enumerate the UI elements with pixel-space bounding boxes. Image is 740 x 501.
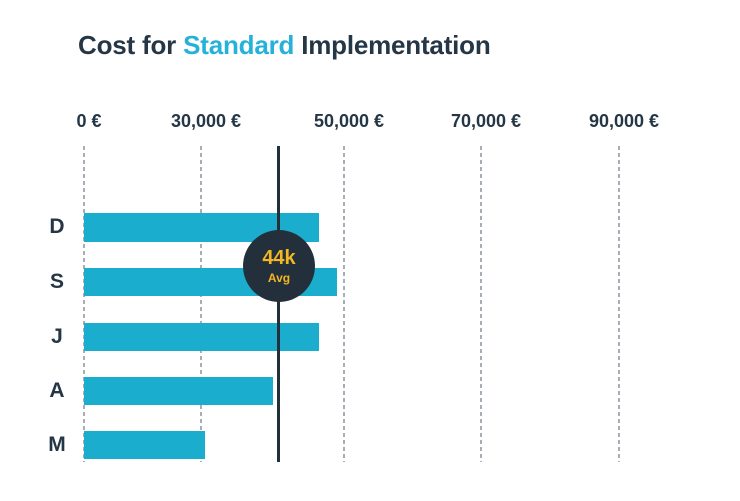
average-sublabel: Avg [267, 271, 291, 285]
chart-title-highlight: Standard [183, 30, 295, 60]
gridline [618, 146, 620, 462]
y-axis-label: D [49, 215, 65, 239]
y-axis-label: J [51, 324, 63, 348]
average-badge: 44k Avg [243, 230, 315, 302]
y-axis-label: M [48, 432, 66, 456]
average-line [276, 146, 280, 462]
gridline [200, 146, 202, 462]
chart-title-prefix: Cost for [78, 30, 184, 60]
x-axis-tick-label: 90,000 € [588, 111, 660, 131]
x-axis-tick-label: 0 € [76, 111, 102, 131]
average-value-label: 44k [262, 247, 296, 269]
gridline [83, 146, 85, 462]
x-axis-tick-label: 50,000 € [313, 111, 385, 131]
y-axis-label: A [49, 378, 65, 402]
gridline [343, 146, 345, 462]
bar [84, 430, 205, 459]
bar [84, 322, 319, 351]
chart-title-suffix: Implementation [294, 30, 491, 60]
x-axis-tick-label: 70,000 € [450, 111, 522, 131]
gridline [480, 146, 482, 462]
x-axis-tick-label: 30,000 € [170, 111, 242, 131]
bar [84, 376, 273, 405]
y-axis-label: S [49, 269, 64, 293]
chart-title: Cost for Standard Implementation [78, 30, 491, 61]
